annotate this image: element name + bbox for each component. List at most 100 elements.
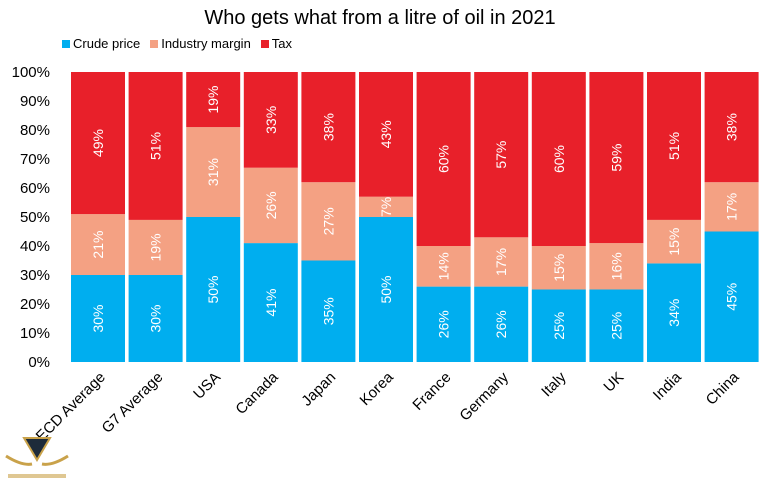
data-label: 14% (436, 252, 452, 280)
x-tick-label: Korea (357, 368, 398, 409)
y-tick-label: 40% (20, 238, 50, 255)
y-tick-label: 20% (20, 296, 50, 313)
bar-segment (128, 72, 183, 220)
data-label: 50% (205, 275, 221, 303)
bar-segment (589, 289, 644, 362)
y-tick-label: 60% (20, 180, 50, 197)
bar-segment (474, 237, 529, 287)
data-label: 45% (724, 283, 740, 311)
legend-label: Industry margin (161, 36, 251, 51)
x-tick-label: Italy (538, 368, 570, 400)
data-label: 30% (90, 304, 106, 332)
legend-swatch (260, 39, 269, 48)
data-label: 17% (493, 248, 509, 276)
legend-item-tax: Tax (260, 36, 293, 51)
x-tick-label: France (409, 369, 454, 414)
data-label: 35% (320, 297, 336, 325)
bar-segment (301, 72, 356, 183)
data-label: 27% (320, 207, 336, 235)
data-label: 41% (263, 289, 279, 317)
data-label: 7% (378, 197, 394, 217)
legend-label: Tax (271, 36, 293, 51)
bar-segment (128, 275, 183, 362)
bar-segment (359, 196, 413, 217)
data-label: 51% (666, 132, 682, 160)
bar-segment (531, 72, 586, 246)
x-tick-label: Germany (456, 368, 512, 424)
data-label: 21% (90, 231, 106, 259)
data-label: 34% (666, 299, 682, 327)
bar-segment (647, 219, 701, 264)
data-label: 60% (436, 145, 452, 173)
bar-segment (416, 286, 471, 362)
bar-segment (647, 263, 701, 362)
data-label: 16% (608, 252, 624, 280)
legend: Crude price Industry margin Tax (62, 36, 292, 51)
y-tick-label: 100% (12, 64, 50, 81)
bar-segment (416, 246, 471, 287)
data-label: 43% (378, 120, 394, 148)
y-tick-label: 90% (20, 93, 50, 110)
legend-item-margin: Industry margin (150, 36, 251, 51)
data-label: 49% (90, 129, 106, 157)
data-label: 15% (666, 228, 682, 256)
legend-item-crude: Crude price (62, 36, 140, 51)
y-tick-label: 80% (20, 122, 50, 139)
data-label: 25% (551, 312, 567, 340)
x-tick-label: China (703, 368, 743, 408)
y-tick-label: 50% (20, 209, 50, 226)
data-label: 57% (493, 141, 509, 169)
bar-segment (531, 289, 586, 362)
data-label: 51% (148, 132, 164, 160)
bar-segment (301, 260, 356, 362)
bar-segment (647, 72, 701, 220)
data-label: 59% (608, 144, 624, 172)
bar-segment (589, 243, 644, 290)
bar-segment (589, 72, 644, 244)
bar-segment (243, 167, 298, 244)
bar-segment (128, 219, 183, 275)
data-label: 26% (493, 310, 509, 338)
bar-segment (704, 182, 759, 232)
bar-segment (531, 246, 586, 290)
legend-swatch (62, 39, 70, 48)
bar-segment (186, 72, 241, 128)
data-label: 30% (148, 304, 164, 332)
bar-segment (359, 72, 413, 197)
x-tick-label: Canada (232, 368, 282, 418)
x-tick-label: G7 Average (99, 369, 167, 437)
data-label: 26% (263, 191, 279, 219)
legend-swatch (150, 39, 159, 48)
x-tick-label: UK (600, 369, 627, 396)
bar-segment (186, 127, 241, 217)
bar-segment (71, 214, 125, 275)
y-tick-label: 30% (20, 267, 50, 284)
y-tick-label: 0% (28, 354, 50, 371)
data-label: 19% (148, 233, 164, 261)
bar-segment (704, 72, 759, 183)
x-tick-label: Japan (298, 369, 339, 410)
data-label: 17% (724, 193, 740, 221)
data-label: 38% (724, 113, 740, 141)
bar-segment (301, 182, 356, 261)
data-label: 38% (320, 113, 336, 141)
x-tick-label: India (650, 368, 685, 403)
data-label: 31% (205, 158, 221, 186)
bar-segment (71, 72, 125, 215)
data-label: 60% (551, 145, 567, 173)
bar-segment (474, 286, 529, 362)
x-tick-label: USA (190, 369, 224, 403)
watermark-logo (5, 437, 69, 478)
bar-segment (474, 72, 529, 238)
bar-segment (359, 217, 413, 362)
bar-segment (243, 72, 298, 168)
chart-title: Who gets what from a litre of oil in 202… (204, 7, 556, 29)
data-label: 33% (263, 106, 279, 134)
data-label: 50% (378, 275, 394, 303)
data-label: 25% (608, 312, 624, 340)
data-label: 15% (551, 254, 567, 282)
bar-segment (243, 243, 298, 362)
bar-segment (71, 275, 125, 362)
